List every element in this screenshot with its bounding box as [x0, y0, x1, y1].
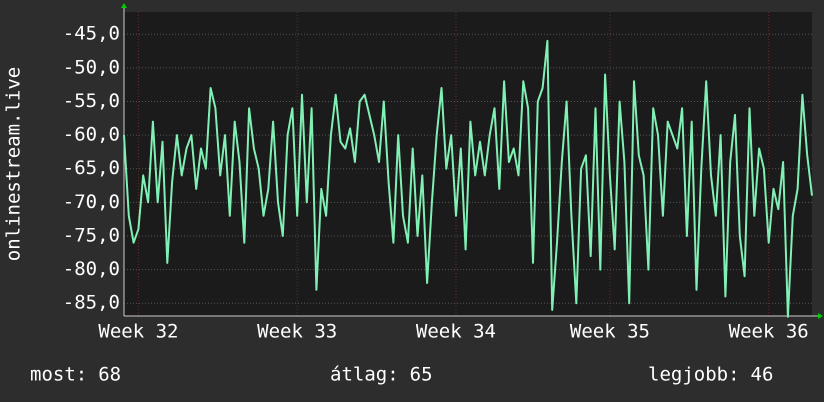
arrow: [818, 313, 823, 319]
legend-value: 68: [98, 364, 121, 386]
y-tick-label: -75,0: [63, 224, 120, 246]
y-tick-label: -60,0: [63, 124, 120, 146]
y-axis-label: onlinestream.live: [3, 67, 25, 261]
legend-label: átlag:: [330, 364, 399, 386]
x-tick-label: Week 32: [98, 321, 178, 343]
x-tick-label: Week 36: [729, 321, 809, 343]
y-tick-label: -85,0: [63, 292, 120, 314]
legend-value: 46: [751, 364, 774, 386]
legend-label: legjobb:: [648, 364, 740, 386]
y-tick-label: -80,0: [63, 258, 120, 280]
y-tick-label: -55,0: [63, 90, 120, 112]
data-line: [123, 39, 813, 318]
y-tick-label: -50,0: [63, 56, 120, 78]
y-tick-label: -65,0: [63, 157, 120, 179]
x-tick-label: Week 35: [570, 321, 650, 343]
x-tick-label: Week 34: [416, 321, 496, 343]
y-tick-label: -70,0: [63, 191, 120, 213]
arrow: [121, 3, 127, 8]
x-tick-label: Week 33: [257, 321, 337, 343]
legend-value: 65: [410, 364, 433, 386]
y-tick-label: -45,0: [63, 23, 120, 45]
legend-label: most:: [30, 364, 87, 386]
